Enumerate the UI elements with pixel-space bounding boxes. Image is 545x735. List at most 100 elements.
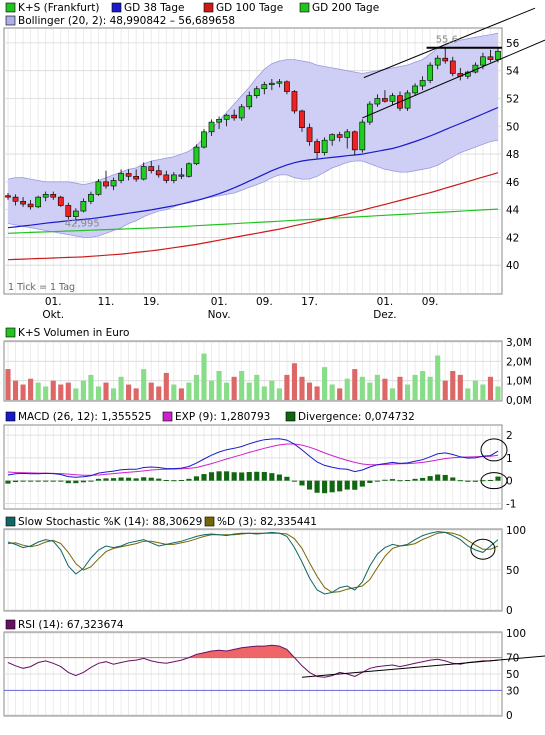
y-tick-label: 100: [506, 525, 526, 537]
price-plot-frame: [3, 27, 503, 295]
volume-bar: [322, 367, 328, 400]
divergence-bar: [480, 480, 486, 482]
stoch-highlight-circle: [470, 538, 496, 560]
candle-body: [12, 196, 19, 202]
divergence-bar: [103, 478, 109, 481]
volume-bar: [284, 374, 290, 400]
divergence-bar: [178, 479, 184, 481]
candle-body: [186, 163, 192, 177]
volume-bar: [141, 369, 147, 400]
legend-swatch-gd38: [111, 2, 122, 13]
candle-body: [133, 175, 140, 180]
volume-bar: [374, 374, 380, 400]
divergence-bar: [322, 480, 328, 494]
candle-body: [201, 131, 207, 148]
macd-plot-frame: [3, 424, 503, 510]
volume-bar: [427, 376, 433, 400]
rsi-grid: [4, 632, 502, 716]
volume-bar: [450, 371, 456, 400]
candle-body: [299, 110, 305, 128]
divergence-bar: [186, 478, 192, 481]
volume-bar: [73, 388, 79, 400]
volume-bar: [397, 376, 403, 400]
legend-swatch-gd200: [299, 2, 310, 13]
legend-label-gd200: GD 200 Tage: [312, 2, 379, 14]
price-x-axis: 01.Okt.11. 19. 01.Nov.09. 17. 01.Dez.09.: [42, 296, 438, 321]
rsi-legend: RSI (14): 67,323674: [5, 619, 124, 631]
y-tick-label: 56: [506, 38, 520, 50]
divergence-bar: [367, 480, 373, 483]
divergence-bar: [457, 480, 463, 482]
volume-series: [5, 353, 501, 400]
y-tick-label: 50: [506, 669, 519, 681]
macd-series: [5, 438, 508, 494]
volume-bar: [231, 376, 237, 400]
volume-bar: [442, 380, 448, 400]
candle-body: [449, 60, 456, 74]
tick-footer-label: 1 Tick = 1 Tag: [8, 282, 75, 293]
x-tick-label: 01.: [45, 296, 62, 308]
legend-label-ks: K+S (Frankfurt): [18, 2, 99, 14]
stochastic-series: [7, 531, 499, 595]
volume-bar: [359, 376, 365, 400]
y-tick-label: 100: [506, 628, 526, 640]
divergence-bar: [495, 476, 501, 481]
volume-bar: [35, 382, 41, 400]
divergence-bar: [148, 477, 154, 481]
divergence-bar: [337, 480, 343, 492]
macd-y-axis: 2 1 0 -1: [506, 430, 516, 510]
divergence-bar: [28, 480, 34, 482]
candle-body: [495, 50, 501, 60]
y-tick-label: 1,0M: [506, 376, 532, 388]
legend-swatch-divergence: [285, 411, 296, 422]
divergence-bar: [329, 480, 335, 493]
volume-bar: [50, 380, 56, 400]
candle-body: [238, 106, 245, 119]
stoch-k-line: [7, 531, 499, 595]
divergence-bar: [261, 472, 267, 481]
divergence-bar: [427, 476, 433, 481]
legend-swatch-gd100: [203, 2, 214, 13]
x-tick-label: 17.: [301, 296, 318, 308]
volume-bar: [495, 386, 501, 400]
candle-body: [42, 194, 49, 198]
volume-bar: [352, 369, 358, 400]
legend-label-gd38: GD 38 Tage: [124, 2, 185, 14]
divergence-bar: [193, 476, 200, 481]
volume-bar: [472, 380, 478, 400]
volume-bar: [171, 384, 177, 400]
candle-body: [5, 195, 11, 198]
divergence-bar: [20, 480, 26, 482]
high-label: 55,6: [436, 34, 458, 45]
volume-bar: [28, 378, 34, 400]
y-tick-label: 48: [506, 149, 519, 161]
candle-body: [480, 56, 486, 66]
y-tick-label: 0,0M: [506, 395, 532, 407]
volume-bar: [201, 353, 207, 400]
rsi-series: [4, 644, 545, 691]
divergence-bar: [359, 480, 365, 487]
candle-body: [20, 200, 26, 205]
candle-body: [35, 196, 42, 208]
divergence-bar: [246, 472, 252, 481]
low-label: 42,995: [65, 219, 100, 230]
divergence-bar: [389, 479, 396, 481]
divergence-bar: [284, 476, 290, 481]
x-tick-label: 09.: [256, 296, 273, 308]
rsi-overbought-fill: [8, 645, 498, 658]
volume-bar: [224, 382, 230, 400]
legend-swatch-exp: [162, 411, 173, 422]
rsi-y-axis: 100 70 50 30 0: [506, 628, 526, 722]
bollinger-upper-line: [7, 32, 499, 186]
divergence-bar: [374, 480, 380, 482]
divergence-bar: [216, 471, 222, 481]
price-legend: K+S (Frankfurt) GD 38 Tage GD 100 Tage G…: [5, 2, 379, 27]
candle-body: [148, 166, 155, 172]
legend-label-rsi: RSI (14): 67,323674: [18, 619, 124, 631]
divergence-bar: [208, 472, 215, 481]
volume-bar: [186, 382, 192, 400]
divergence-bar: [201, 474, 207, 481]
y-tick-label: 30: [506, 685, 519, 697]
candle-body: [359, 121, 366, 151]
legend-label-divergence: Divergence: 0,074732: [298, 411, 415, 423]
